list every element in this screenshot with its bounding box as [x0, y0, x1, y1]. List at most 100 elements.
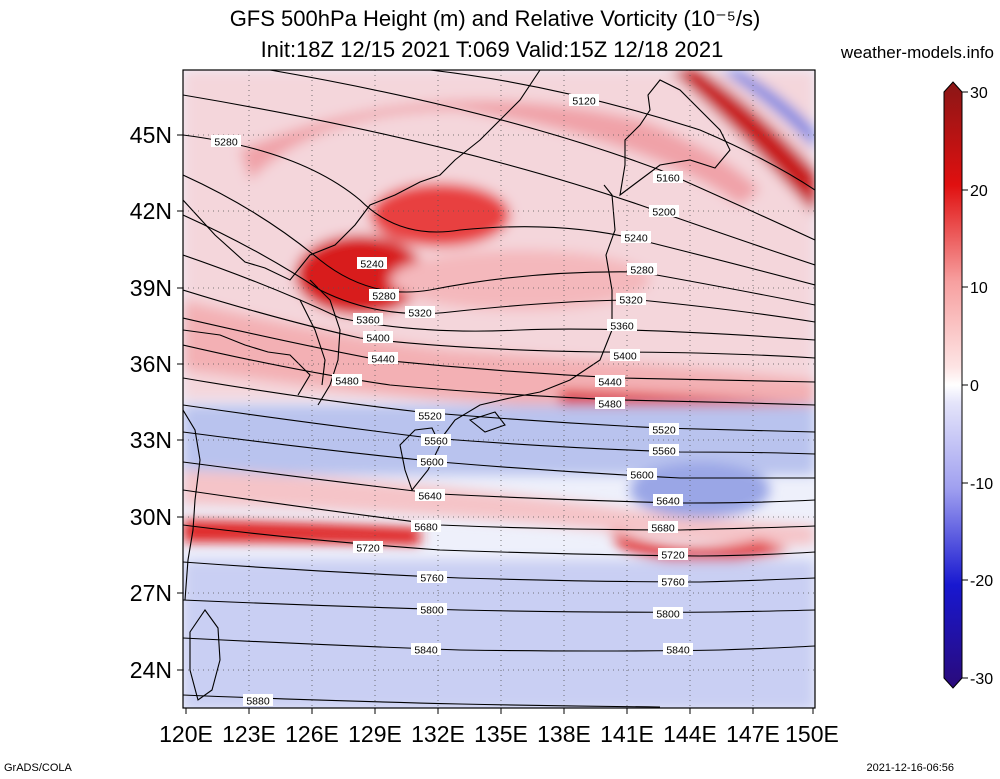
contour-label-bg [663, 643, 693, 655]
chart-title-line1: GFS 500hPa Height (m) and Relative Vorti… [229, 6, 761, 31]
contour-label: 5400 [366, 333, 390, 345]
contour-label: 5880 [246, 696, 270, 708]
contour-label-bg [658, 548, 688, 560]
contour-label: 5280 [372, 291, 396, 303]
colorbar: 30 20 10 0 -10 -20 -30 [943, 81, 993, 689]
contour-label: 5440 [371, 354, 395, 366]
contour-label: 5800 [420, 605, 444, 617]
contour-label-bg [353, 541, 383, 553]
contour-label: 5360 [356, 315, 380, 327]
contour-label-bg [363, 331, 393, 343]
contour-label-bg [616, 293, 646, 305]
colorbar-label: 30 [970, 85, 988, 102]
contour-label: 5640 [656, 496, 680, 508]
contour-label: 5720 [661, 550, 685, 562]
lon-label: 150E [785, 721, 839, 747]
contour-label-bg [649, 205, 679, 217]
colorbar-label: -10 [970, 476, 993, 493]
contour-label-bg [417, 571, 447, 583]
contour-label: 5240 [360, 259, 384, 271]
contour-label: 5720 [356, 543, 380, 555]
contour-label-bg [353, 313, 383, 325]
contour-label: 5480 [335, 376, 359, 388]
contour-label: 5520 [418, 411, 442, 423]
lat-label: 30N [130, 504, 172, 530]
contour-label-bg [569, 94, 599, 106]
contour-label-bg [653, 607, 683, 619]
contour-label-bg [621, 231, 651, 243]
contour-label: 5160 [656, 173, 680, 185]
contour-label: 5600 [630, 470, 654, 482]
lon-label: 144E [663, 721, 717, 747]
colorbar-label: -30 [970, 671, 993, 688]
contour-label: 5840 [666, 645, 690, 657]
contour-label: 5840 [414, 645, 438, 657]
contour-label-bg [649, 423, 679, 435]
lon-label: 123E [222, 721, 276, 747]
colorbar-label: 0 [970, 378, 979, 395]
contour-label: 5760 [420, 573, 444, 585]
lat-label: 42N [130, 198, 172, 224]
contour-label-bg [627, 468, 657, 480]
contour-label-bg [421, 434, 451, 446]
contour-label: 5280 [214, 137, 238, 149]
lon-label: 126E [285, 721, 339, 747]
map-frame [182, 69, 816, 709]
contour-label-bg [658, 575, 688, 587]
vorticity-field [183, 70, 815, 708]
lon-label: 135E [474, 721, 528, 747]
contour-label: 5640 [418, 491, 442, 503]
contour-label-bg [357, 257, 387, 269]
colorbar-label: 20 [970, 183, 988, 200]
lat-label: 27N [130, 580, 172, 606]
lon-label: 132E [411, 721, 465, 747]
lat-label: 36N [130, 351, 172, 377]
contour-label-bg [627, 263, 657, 275]
contour-label-bg [653, 494, 683, 506]
contour-label-bg [415, 489, 445, 501]
lat-label: 33N [130, 427, 172, 453]
contour-label: 5800 [656, 609, 680, 621]
lon-labels: 120E 123E 126E 129E 132E 135E 138E 141E … [159, 721, 839, 747]
contour-label-bg [368, 352, 398, 364]
contour-label-bg [332, 374, 362, 386]
contour-label: 5240 [624, 233, 648, 245]
contour-label-bg [369, 289, 399, 301]
contour-label-bg [411, 520, 441, 532]
contour-label-bg [417, 603, 447, 615]
lon-label: 120E [159, 721, 213, 747]
lon-label: 141E [600, 721, 654, 747]
height-contours [183, 70, 815, 708]
contour-label-bg [595, 375, 625, 387]
contour-label-bg [211, 135, 241, 147]
lon-label: 129E [348, 721, 402, 747]
lat-labels: 24N 27N 30N 33N 36N 39N 42N 45N [130, 122, 172, 683]
contour-label-bg [649, 444, 679, 456]
chart-title-line2: Init:18Z 12/15 2021 T:069 Valid:15Z 12/1… [260, 37, 724, 62]
software-credit: GrADS/COLA [4, 762, 72, 774]
contour-label-bg [411, 643, 441, 655]
contour-label: 5480 [598, 399, 622, 411]
contour-label: 5320 [408, 308, 432, 320]
coastlines [183, 70, 731, 701]
contour-label: 5400 [613, 351, 637, 363]
contour-label-bg [653, 171, 683, 183]
lat-lon-grid [183, 70, 815, 708]
contour-label: 5280 [630, 265, 654, 277]
contour-label: 5760 [661, 577, 685, 589]
lat-label: 45N [130, 122, 172, 148]
contour-labels: 5120 5160 5200 5240 5240 5280 5280 5280 5320 5320… [211, 94, 693, 708]
contour-label-bg [607, 319, 637, 331]
site-credit: weather-models.info [840, 43, 994, 62]
contour-label: 5520 [652, 425, 676, 437]
axis-ticks [177, 134, 814, 714]
contour-label: 5680 [651, 523, 675, 535]
lat-label: 39N [130, 275, 172, 301]
colorbar-label: -20 [970, 573, 993, 590]
contour-label: 5560 [424, 436, 448, 448]
contour-label: 5200 [652, 207, 676, 219]
contour-label-bg [648, 521, 678, 533]
contour-label-bg [595, 397, 625, 409]
contour-label: 5320 [619, 295, 643, 307]
